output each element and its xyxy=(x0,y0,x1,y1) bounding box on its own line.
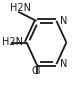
Text: H2N: H2N xyxy=(2,37,23,48)
Text: H2N: H2N xyxy=(10,3,31,13)
Text: Cl: Cl xyxy=(32,66,41,76)
Text: N: N xyxy=(60,16,67,26)
Text: N: N xyxy=(60,59,67,69)
